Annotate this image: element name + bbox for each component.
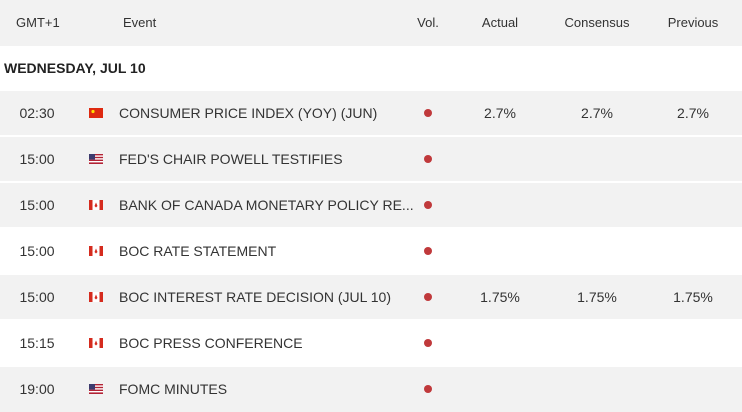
event-row[interactable]: 15:00 BOC INTEREST RATE DECISION (JUL 10… <box>0 275 742 319</box>
flag <box>89 384 103 394</box>
event-row[interactable]: 15:00 BANK OF CANADA MONETARY POLICY RE.… <box>0 183 742 227</box>
event-row[interactable]: 19:00 FOMC MINUTES <box>0 367 742 412</box>
time: 15:00 <box>19 243 55 259</box>
event-row[interactable]: 15:00 FED'S CHAIR POWELL TESTIFIES <box>0 137 742 181</box>
time: 15:15 <box>19 335 55 351</box>
actual: 1.75% <box>480 289 520 305</box>
flag <box>89 200 103 210</box>
header-cell: Previous <box>667 15 719 30</box>
consensus: 2.7% <box>581 105 613 121</box>
event-name: BOC INTEREST RATE DECISION (JUL 10) <box>119 289 392 305</box>
time: 15:00 <box>19 197 55 213</box>
header-cell: GMT+1 <box>16 15 60 30</box>
volatility-dot <box>424 109 432 117</box>
event-name: BANK OF CANADA MONETARY POLICY RE... <box>119 197 414 213</box>
consensus: 1.75% <box>577 289 617 305</box>
flag <box>89 108 103 118</box>
event-name: FED'S CHAIR POWELL TESTIFIES <box>119 151 343 167</box>
event-name: BOC PRESS CONFERENCE <box>119 335 303 351</box>
actual: 2.7% <box>484 105 516 121</box>
event-row[interactable]: 02:30 CONSUMER PRICE INDEX (YOY) (JUN) 2… <box>0 91 742 135</box>
header-row: GMT+1 Event Vol. Actual Consensus Previo… <box>0 0 742 46</box>
volatility-dot <box>424 155 432 163</box>
header-cell: Vol. <box>417 15 439 30</box>
flag <box>89 246 103 256</box>
event-name: CONSUMER PRICE INDEX (YOY) (JUN) <box>119 105 378 121</box>
previous: 2.7% <box>677 105 709 121</box>
time: 02:30 <box>19 105 55 121</box>
volatility-dot <box>424 385 432 393</box>
event-row[interactable]: 15:15 BOC PRESS CONFERENCE <box>0 321 742 365</box>
time: 19:00 <box>19 381 55 397</box>
date-heading: WEDNESDAY, JUL 10 <box>4 60 146 76</box>
flag <box>89 292 103 302</box>
header-cell: Actual <box>481 15 519 30</box>
header-cell: Consensus <box>564 15 630 30</box>
event-name: BOC RATE STATEMENT <box>119 243 277 259</box>
flag <box>89 338 103 348</box>
volatility-dot <box>424 293 432 301</box>
flag <box>89 154 103 164</box>
volatility-dot <box>424 339 432 347</box>
time: 15:00 <box>19 151 55 167</box>
event-name: FOMC MINUTES <box>119 381 228 397</box>
previous: 1.75% <box>673 289 713 305</box>
time: 15:00 <box>19 289 55 305</box>
volatility-dot <box>424 201 432 209</box>
event-row[interactable]: 15:00 BOC RATE STATEMENT <box>0 229 742 273</box>
volatility-dot <box>424 247 432 255</box>
header-cell: Event <box>123 15 157 30</box>
